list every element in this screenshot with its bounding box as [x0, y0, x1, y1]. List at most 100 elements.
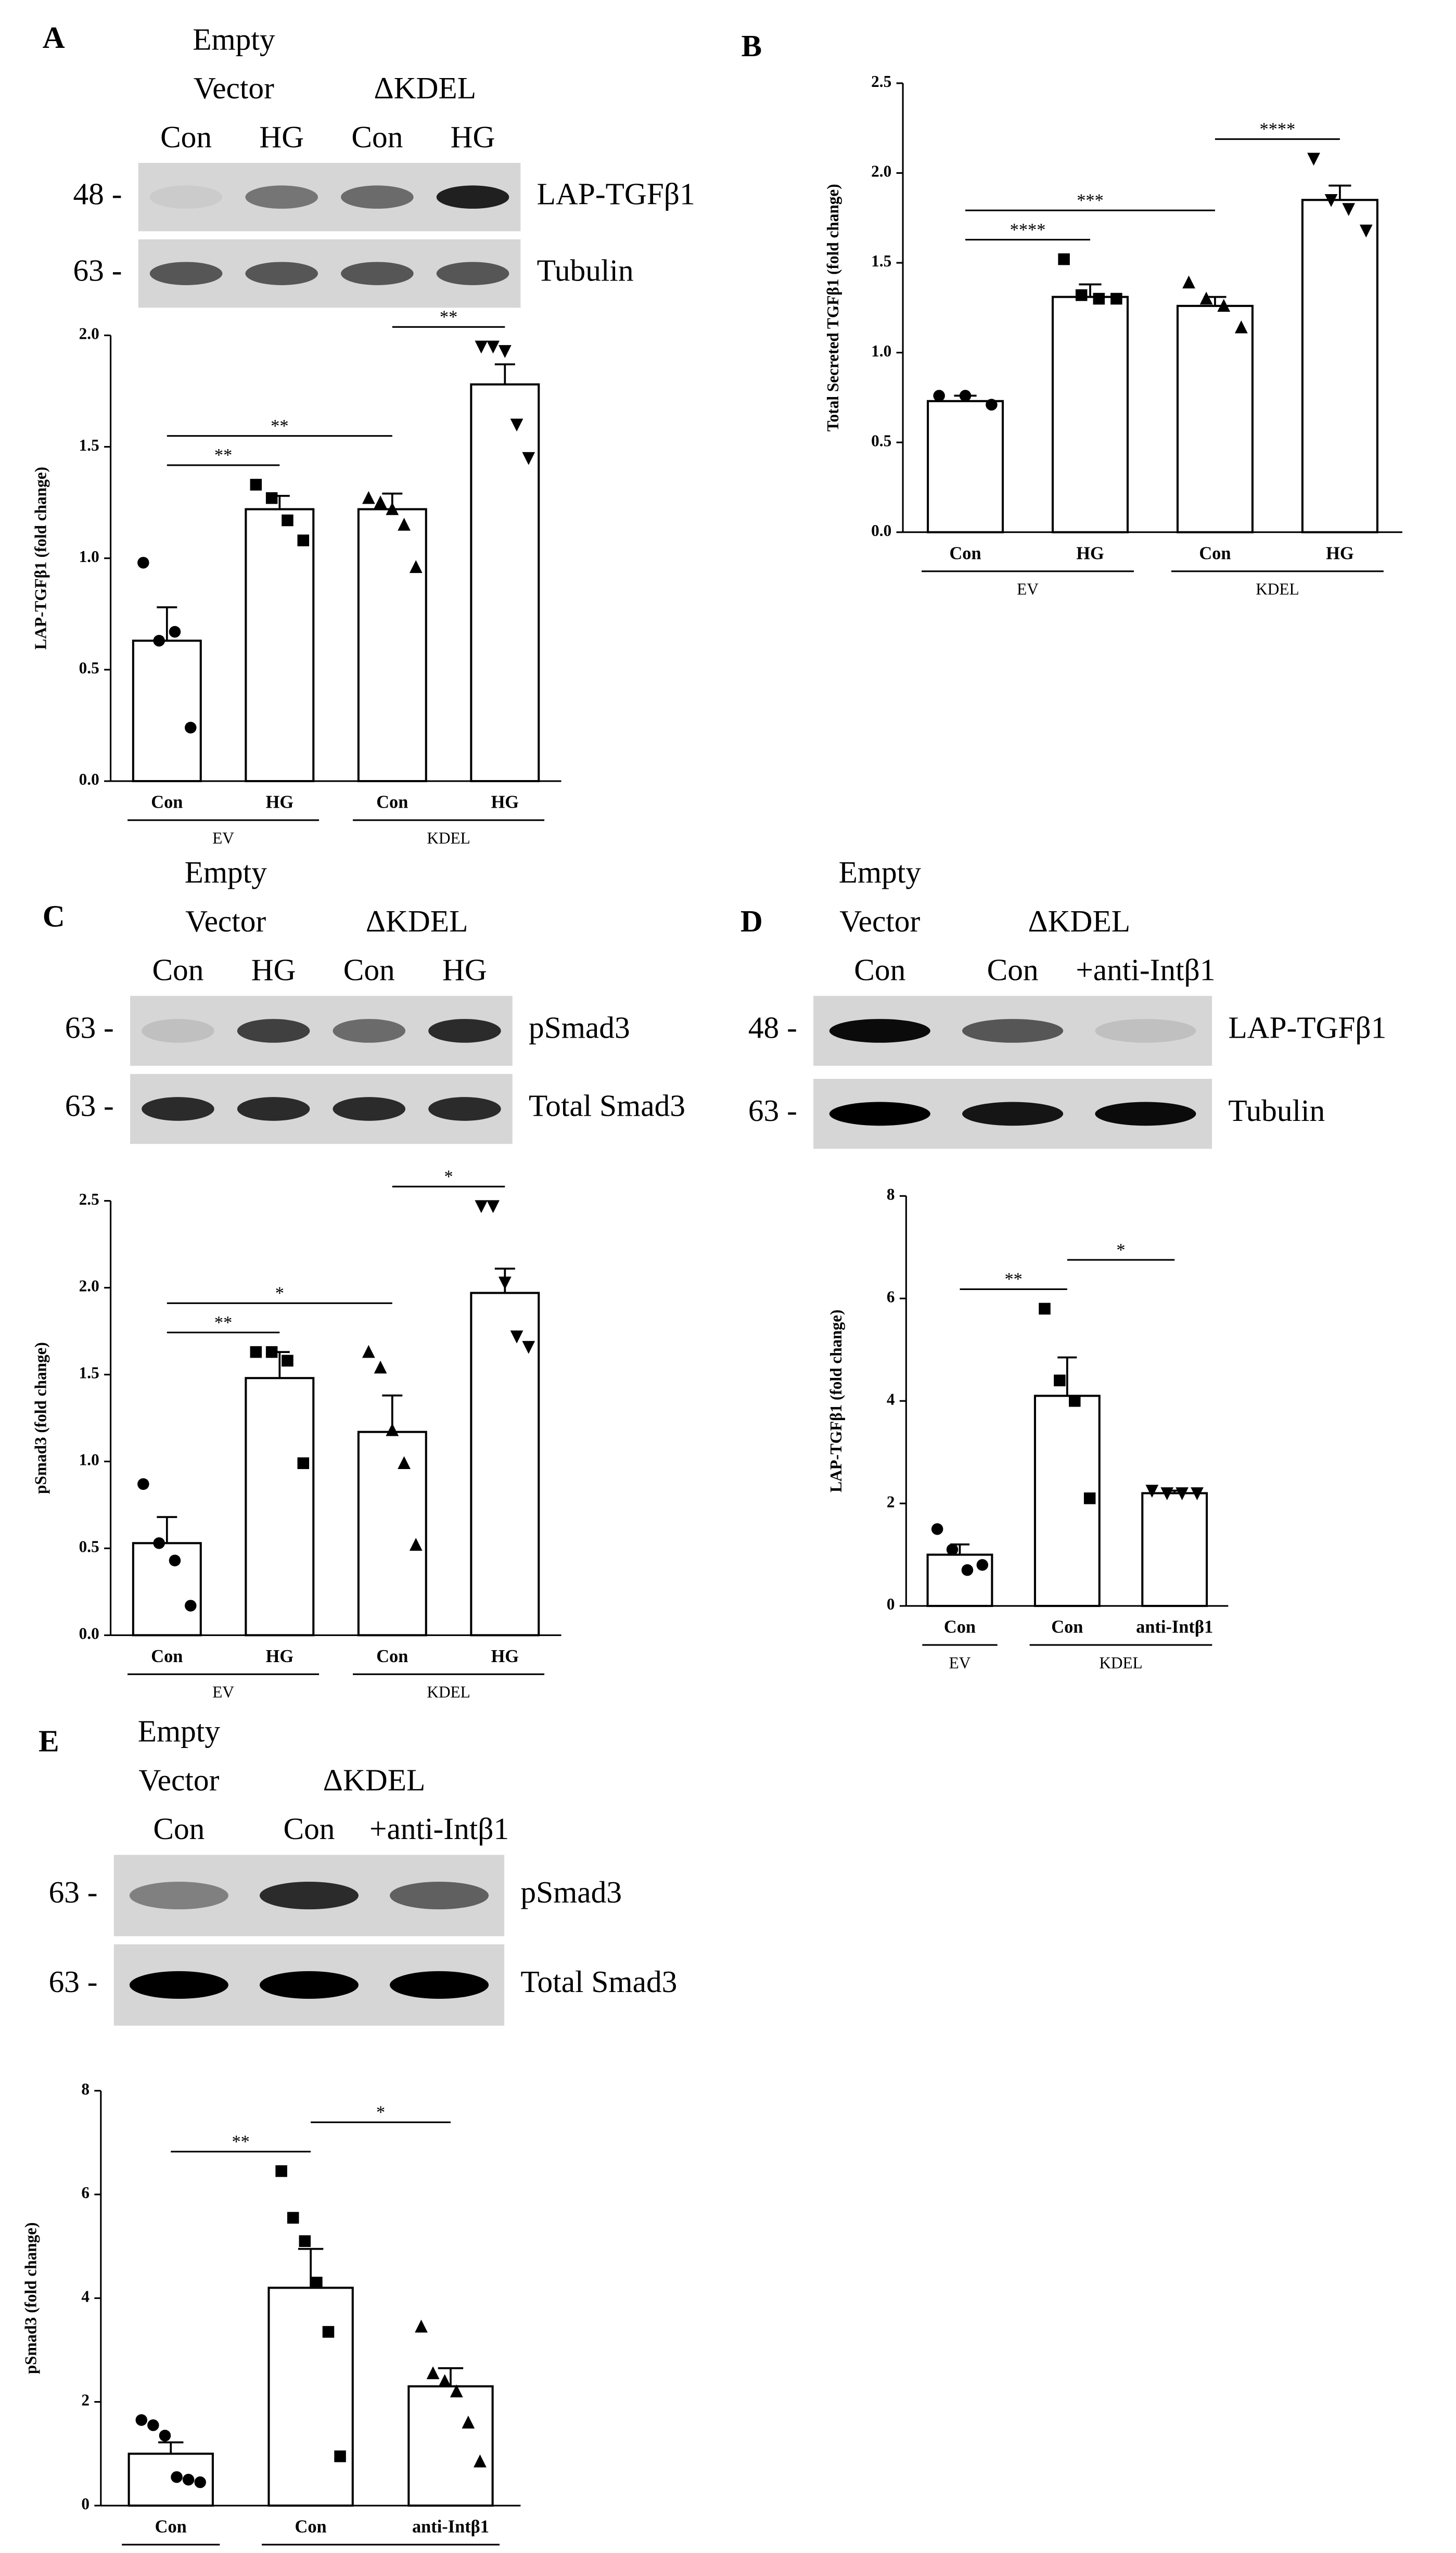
band: [829, 1019, 930, 1043]
bar: [132, 640, 202, 783]
bar: [357, 1431, 427, 1637]
band: [962, 1102, 1064, 1126]
data-point: [153, 1537, 165, 1549]
data-point: [169, 626, 181, 638]
data-point: [282, 1355, 293, 1367]
bar: [407, 2385, 494, 2507]
x-tick-label: HG: [491, 793, 519, 812]
data-point: [959, 390, 972, 402]
data-point: [1093, 292, 1105, 305]
lane-label: Con: [160, 120, 212, 154]
y-tick-label: 0.5: [79, 659, 99, 677]
data-point: [398, 518, 411, 531]
mw-marker: 63 -: [65, 1089, 114, 1123]
y-axis-label: pSmad3 (fold change): [22, 2222, 40, 2374]
lane-label: Con: [987, 953, 1039, 987]
band: [333, 1097, 406, 1121]
data-point: [1359, 224, 1373, 238]
lane-label: HG: [442, 953, 487, 987]
data-point: [976, 1559, 989, 1571]
significance-label: **: [440, 308, 457, 327]
data-point: [147, 2419, 159, 2431]
x-tick-label: HG: [1326, 543, 1353, 563]
group-label: Empty: [839, 855, 922, 889]
data-point: [398, 1456, 411, 1470]
data-point: [1324, 194, 1338, 207]
data-point: [450, 2384, 463, 2397]
data-point: [374, 495, 387, 508]
data-point: [362, 1345, 375, 1358]
data-point: [522, 452, 535, 465]
panel-letter: C: [43, 899, 65, 933]
data-point: [475, 340, 488, 354]
y-tick-label: 6: [887, 1287, 895, 1306]
group-label: ΔKDEL: [366, 904, 468, 938]
y-tick-label: 2.0: [871, 162, 891, 181]
y-axis-label: LAP-TGFβ1 (fold change): [827, 1309, 845, 1492]
mw-marker: 63 -: [748, 1093, 797, 1128]
data-point: [185, 1600, 197, 1612]
lane-label: Con: [153, 1811, 205, 1846]
x-tick-label: Con: [944, 1617, 976, 1637]
bar: [357, 508, 427, 783]
band: [341, 262, 414, 285]
band: [333, 1019, 406, 1043]
data-point: [487, 1200, 500, 1214]
group-label: KDEL: [427, 1683, 470, 1701]
data-point: [462, 2415, 475, 2429]
x-tick-label: HG: [266, 1646, 293, 1666]
data-point: [498, 1276, 512, 1290]
data-point: [374, 1360, 387, 1374]
y-tick-label: 0.0: [871, 521, 891, 540]
y-tick-label: 2.5: [79, 1190, 99, 1208]
x-tick-label: anti-Intβ1: [1136, 1617, 1213, 1637]
band-name: LAP-TGFβ1: [537, 176, 695, 211]
data-point: [194, 2476, 206, 2488]
data-point: [522, 1341, 535, 1354]
group-label: ΔKDEL: [1028, 904, 1130, 938]
data-point: [362, 491, 375, 504]
data-point: [171, 2471, 183, 2483]
significance-label: ***: [1077, 191, 1104, 211]
significance-label: ****: [1010, 220, 1046, 240]
significance-label: **: [1004, 1270, 1022, 1290]
y-tick-label: 2: [81, 2391, 90, 2409]
data-point: [322, 2326, 335, 2338]
band: [129, 1971, 228, 1999]
group-label: Vector: [839, 904, 920, 938]
significance-label: **: [214, 445, 232, 465]
band: [245, 185, 318, 209]
data-point: [415, 2319, 428, 2333]
group-label: Vector: [138, 1763, 219, 1797]
data-point: [986, 399, 998, 411]
y-tick-label: 8: [81, 2080, 90, 2098]
data-point: [510, 418, 523, 432]
significance-label: *: [376, 2103, 385, 2123]
band: [149, 262, 223, 285]
data-point: [265, 492, 278, 504]
data-point: [250, 1346, 262, 1358]
y-tick-label: 1.0: [79, 547, 99, 566]
band: [237, 1097, 310, 1121]
panel-letter: E: [39, 1724, 59, 1758]
bar: [470, 383, 540, 783]
data-point: [474, 2454, 487, 2468]
data-point: [137, 1478, 149, 1490]
data-point: [438, 2374, 452, 2387]
significance-label: **: [232, 2132, 249, 2152]
band: [1095, 1102, 1196, 1126]
data-point: [275, 2165, 287, 2177]
group-label: Empty: [185, 855, 267, 889]
y-tick-label: 0: [887, 1595, 895, 1613]
y-tick-label: 0.5: [79, 1538, 99, 1556]
band: [829, 1102, 930, 1126]
band: [1095, 1019, 1196, 1043]
significance-label: *: [444, 1167, 453, 1186]
x-tick-label: Con: [151, 793, 183, 812]
group-label: ΔKDEL: [374, 71, 476, 105]
y-tick-label: 2.5: [871, 72, 891, 91]
y-tick-label: 0: [81, 2495, 90, 2513]
data-point: [487, 340, 500, 354]
group-label: KDEL: [427, 829, 470, 847]
